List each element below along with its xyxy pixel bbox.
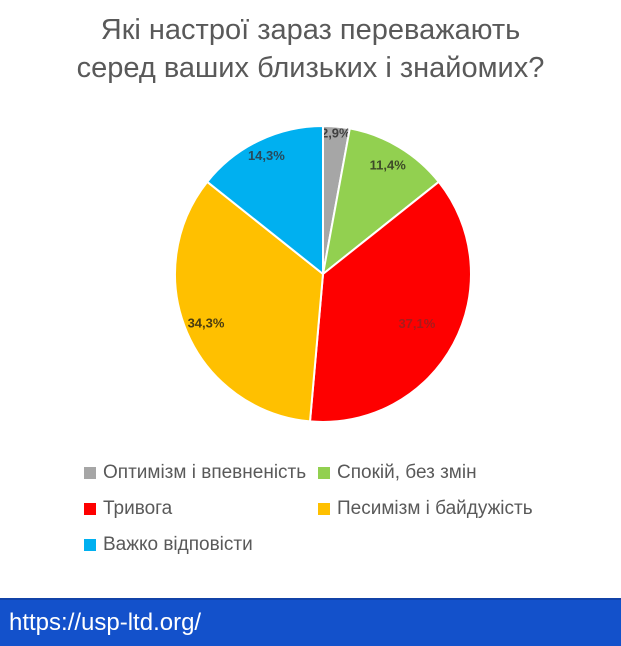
legend-item-calm: Спокій, без змін [318,461,564,484]
footer-url: https://usp-ltd.org/ [9,609,202,636]
pie-slice-label-3: 34,3% [188,316,225,331]
footer-bar: https://usp-ltd.org/ [0,598,621,646]
legend-swatch-red [84,502,96,515]
pie-slice-label-4: 14,3% [248,148,285,163]
pie-slice-label-1: 11,4% [370,158,407,173]
pie-slice-2 [309,180,472,423]
legend-item-optimism: Оптимізм і впевненість [84,461,318,484]
legend-label: Песимізм і байдужість [337,498,533,519]
legend-label: Оптимізм і впевненість [103,462,307,483]
chart-title-line2: серед ваших близьких і знайомих? [76,52,545,84]
pie-slice-4 [206,125,324,275]
legend-swatch-gray [84,466,96,479]
legend-label: Спокій, без змін [337,462,477,483]
chart-title-line1: Які настрої зараз переважають [100,14,521,46]
pie-slice-label-2: 37,1% [398,316,435,331]
legend-label: Тривога [103,498,173,519]
legend-label: Важко відповісти [103,534,253,555]
legend-swatch-green [318,466,330,479]
pie-slice-1 [322,127,440,275]
legend: Оптимізм і впевненість Спокій, без змін … [84,461,564,556]
legend-item-anxiety: Тривога [84,497,318,520]
legend-item-hard-to-answer: Важко відповісти [84,533,318,556]
chart-title: Які настрої зараз переважають серед ваши… [0,11,621,87]
legend-swatch-blue [84,538,96,551]
legend-swatch-yellow [318,502,330,515]
legend-item-pessimism: Песимізм і байдужість [318,497,564,520]
pie-slice-3 [174,180,324,423]
pie-slice-label-0: 2,9% [321,125,351,140]
